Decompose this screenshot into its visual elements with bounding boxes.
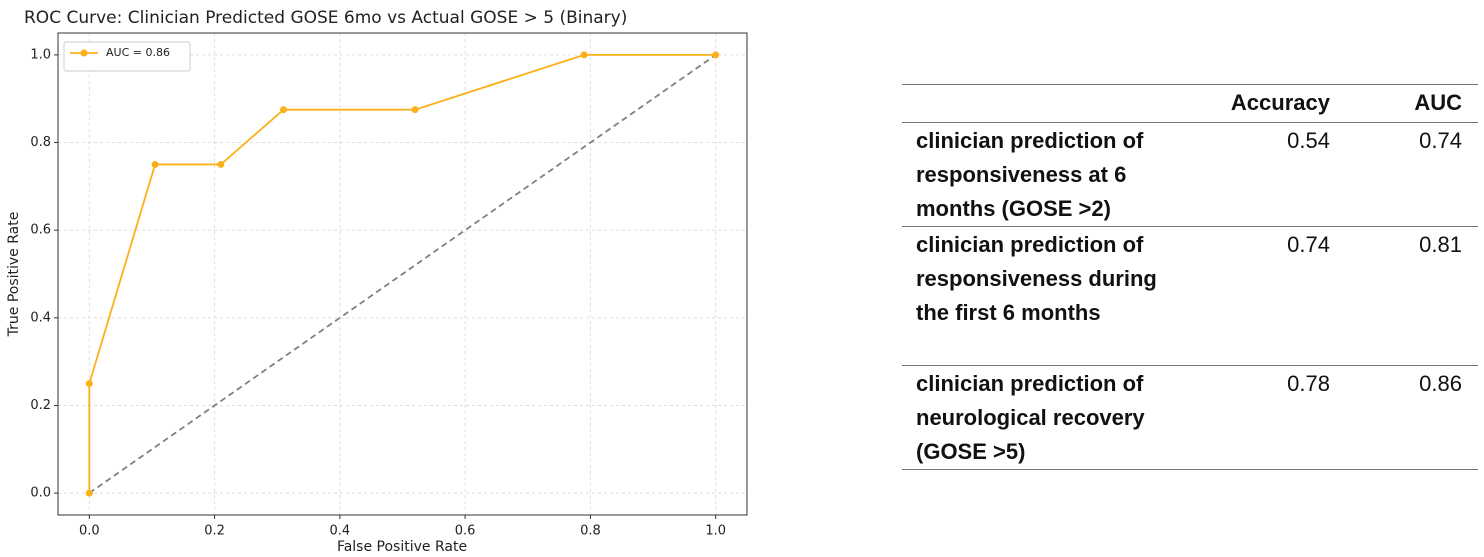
point: [85, 380, 93, 388]
row-label: clinician prediction of responsiveness a…: [902, 122, 1192, 227]
y-tick-label: 0.0: [30, 486, 51, 501]
point: [411, 106, 419, 114]
row: clinician prediction of neurological rec…: [902, 365, 1478, 470]
row: clinician prediction of responsiveness d…: [902, 226, 1478, 366]
y-tick-label: 0.6: [30, 223, 51, 238]
cell: 0.86: [1330, 365, 1478, 470]
line: [88, 54, 717, 494]
point: [151, 160, 159, 168]
header-row: Accuracy AUC: [902, 84, 1478, 123]
row: clinician prediction of responsiveness a…: [902, 122, 1478, 227]
x-tick-label: 0.0: [79, 524, 100, 539]
row-label: clinician prediction of responsiveness d…: [902, 226, 1192, 366]
point: [712, 51, 720, 59]
point: [580, 51, 588, 59]
cell: 0.54: [1192, 122, 1330, 227]
cell: 0.74: [1330, 122, 1478, 227]
cell: 0.74: [1192, 226, 1330, 366]
legend-label: AUC = 0.86: [106, 46, 170, 59]
row-label: clinician prediction of neurological rec…: [902, 365, 1192, 470]
chart: ROC Curve: Clinician Predicted GOSE 6mo …: [6, 8, 748, 555]
legend-box: [63, 41, 191, 72]
column-header: Accuracy: [1192, 84, 1330, 123]
point: [85, 489, 93, 497]
x-tick-label: 1.0: [705, 524, 726, 539]
y-tick-label: 0.4: [30, 310, 51, 325]
plot-frame: [57, 32, 748, 516]
x-tick-label: 0.6: [455, 524, 476, 539]
y-tick-label: 0.8: [30, 135, 51, 150]
point: [279, 106, 287, 114]
y-tick-label: 0.2: [30, 398, 51, 413]
results-table: Accuracy AUC clinician prediction of res…: [902, 84, 1478, 470]
column-header: AUC: [1330, 84, 1478, 123]
y-tick-label: 1.0: [30, 47, 51, 62]
y-axis-label: True Positive Rate: [6, 212, 22, 338]
cell: 0.81: [1330, 226, 1478, 366]
line: [88, 54, 716, 494]
cell: 0.78: [1192, 365, 1330, 470]
point: [217, 160, 225, 168]
x-tick-label: 0.4: [330, 524, 351, 539]
x-tick-label: 0.2: [204, 524, 225, 539]
x-tick-label: 0.8: [580, 524, 601, 539]
corner: [902, 84, 1192, 123]
chart-title: ROC Curve: Clinician Predicted GOSE 6mo …: [24, 8, 627, 28]
legend-marker: [80, 49, 88, 57]
x-axis-label: False Positive Rate: [337, 539, 467, 555]
